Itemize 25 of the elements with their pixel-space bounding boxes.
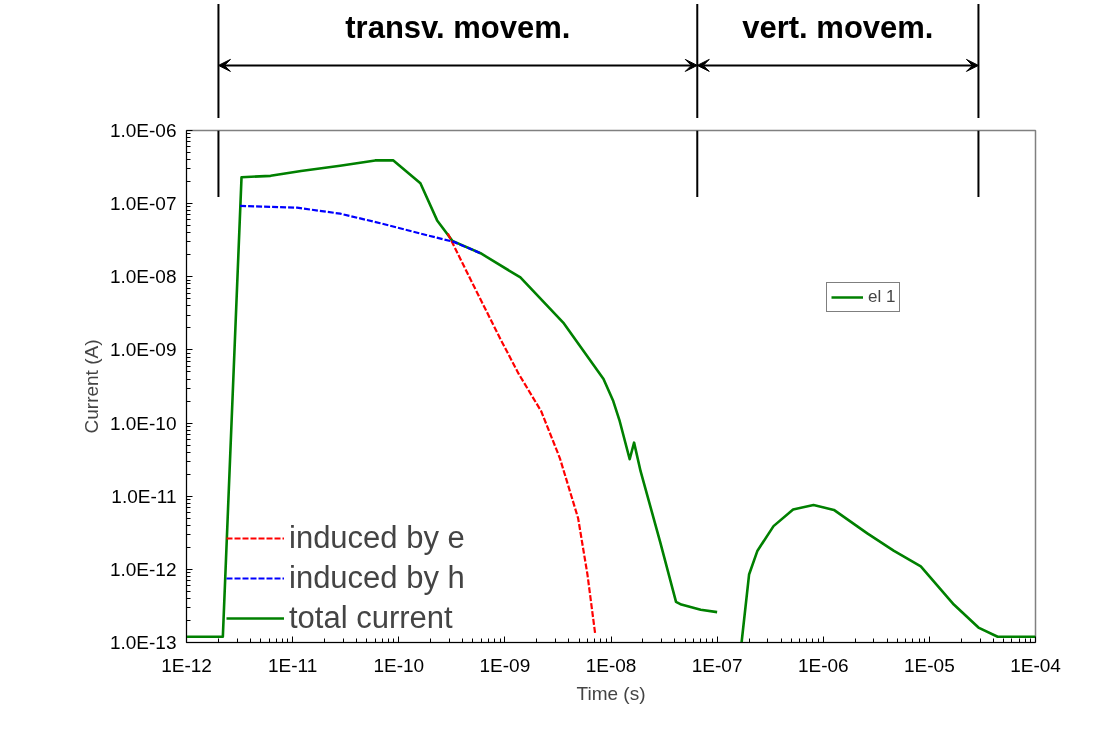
x-tick-label: 1E-09 — [479, 654, 531, 676]
y-tick-label: 1.0E-11 — [111, 485, 177, 507]
y-tick-label: 1.0E-07 — [109, 193, 177, 215]
legend-label: induced by e — [289, 520, 465, 556]
y-tick-label: 1.0E-06 — [109, 120, 177, 141]
y-tick-label: 1.0E-09 — [109, 339, 177, 361]
x-tick-label: 1E-05 — [904, 654, 955, 676]
legend-label: induced by h — [289, 560, 465, 596]
x-tick-label: 1E-07 — [691, 654, 743, 676]
x-tick-label: 1E-04 — [1010, 654, 1062, 676]
y-tick-label: 1.0E-13 — [109, 632, 177, 653]
y-tick-label: 1.0E-12 — [109, 558, 177, 580]
y-tick-label: 1.0E-10 — [109, 412, 177, 434]
text: vert. movem. — [742, 10, 934, 46]
x-tick-label: 1E-10 — [373, 654, 425, 676]
text: transv. movem. — [345, 10, 571, 46]
x-tick-label: 1E-08 — [585, 654, 637, 676]
y-tick-label: 1.0E-08 — [109, 266, 177, 288]
x-tick-label: 1E-06 — [797, 654, 849, 676]
x-tick-label: 1E-12 — [161, 654, 212, 676]
legend-label: total current — [289, 600, 453, 636]
y-axis-title: Current (A) — [80, 339, 102, 434]
annotation: el 1 — [868, 287, 896, 307]
x-tick-label: 1E-11 — [267, 654, 318, 676]
x-axis-title: Time (s) — [576, 682, 646, 704]
